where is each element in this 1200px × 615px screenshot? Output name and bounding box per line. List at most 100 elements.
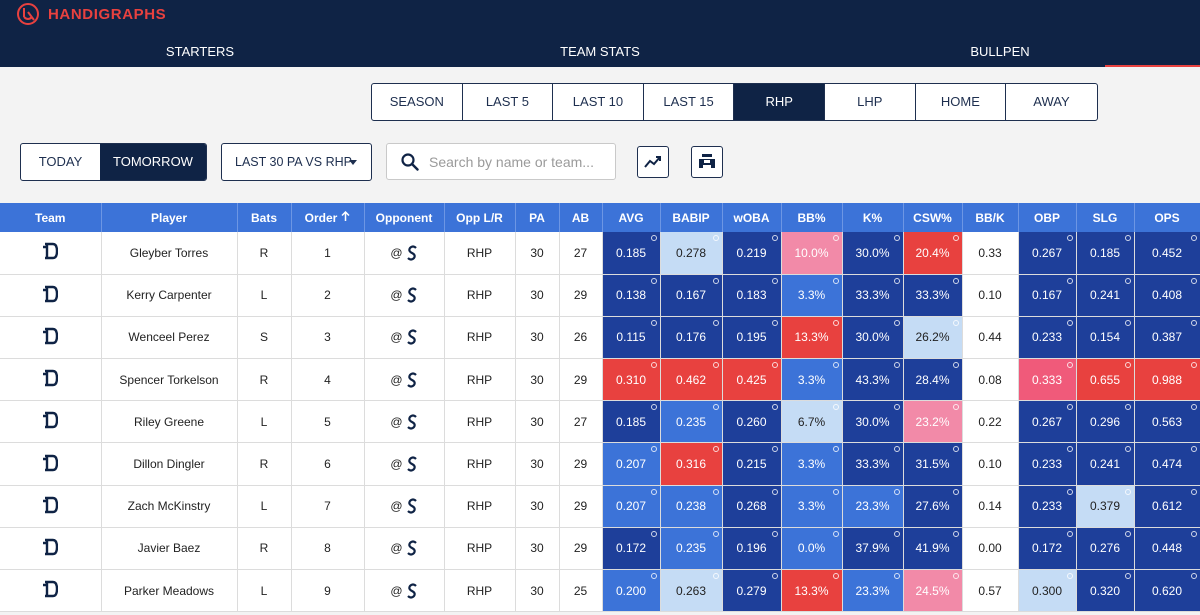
- bb-cell: 3.3%: [781, 274, 843, 317]
- table-row[interactable]: Gleyber Torres R 1 @ RHP 30 27 0.185 0.278 0.219 1…: [0, 232, 1200, 275]
- player-name[interactable]: Riley Greene: [101, 400, 238, 444]
- player-name[interactable]: Zach McKinstry: [101, 485, 238, 528]
- trend-chart-button[interactable]: [637, 146, 669, 178]
- player-name[interactable]: Parker Meadows: [101, 569, 238, 613]
- header-obp[interactable]: OBP: [1018, 203, 1077, 232]
- k-cell: 37.9%: [842, 527, 904, 571]
- brand-name: HANDIGRAPHS: [48, 5, 167, 23]
- split-last-15[interactable]: LAST 15: [644, 84, 735, 120]
- header-order[interactable]: Order: [291, 203, 365, 232]
- player-name[interactable]: Wenceel Perez: [101, 316, 238, 360]
- order-cell: 9: [291, 569, 365, 613]
- batter-stats-table: Team Player Bats Order Opponent Opp L/R …: [0, 203, 1200, 613]
- table-row[interactable]: Wenceel Perez S 3 @ RHP 30 26 0.115 0.176 0.195 13…: [0, 316, 1200, 360]
- header-csw-pct[interactable]: CSW%: [903, 203, 963, 232]
- split-last-10[interactable]: LAST 10: [553, 84, 644, 120]
- header-ab[interactable]: AB: [559, 203, 603, 232]
- split-home[interactable]: HOME: [916, 84, 1007, 120]
- split-last-5[interactable]: LAST 5: [463, 84, 554, 120]
- bbk-cell: 0.57: [962, 569, 1019, 613]
- header-bb-pct[interactable]: BB%: [781, 203, 843, 232]
- k-cell: 30.0%: [842, 232, 904, 275]
- opp-lr-cell: RHP: [444, 485, 516, 528]
- header-k-pct[interactable]: K%: [842, 203, 904, 232]
- away-marker: @: [390, 583, 403, 598]
- split-season[interactable]: SEASON: [372, 84, 463, 120]
- header-bats[interactable]: Bats: [237, 203, 292, 232]
- player-name[interactable]: Dillon Dingler: [101, 442, 238, 486]
- header-babip[interactable]: BABIP: [660, 203, 723, 232]
- header-pa[interactable]: PA: [515, 203, 560, 232]
- header-opponent[interactable]: Opponent: [364, 203, 445, 232]
- avg-cell: 0.207: [602, 442, 661, 486]
- away-marker: @: [390, 288, 403, 303]
- table-row[interactable]: Kerry Carpenter L 2 @ RHP 30 29 0.138 0.167 0.183…: [0, 274, 1200, 317]
- tigers-logo-icon: [43, 412, 59, 429]
- pa-cell: 30: [515, 485, 560, 528]
- stadium-button[interactable]: [691, 146, 723, 178]
- sample-filter-dropdown[interactable]: LAST 30 PA VS RHP: [221, 143, 372, 181]
- table-row[interactable]: Riley Greene L 5 @ RHP 30 27 0.185 0.235 0.260 6.7…: [0, 400, 1200, 444]
- tigers-logo-icon: [43, 285, 59, 302]
- header-ops[interactable]: OPS: [1134, 203, 1200, 232]
- bats-cell: L: [237, 485, 292, 528]
- order-cell: 7: [291, 485, 365, 528]
- header-avg[interactable]: AVG: [602, 203, 661, 232]
- ops-cell: 0.452: [1134, 232, 1200, 275]
- header-bb-k[interactable]: BB/K: [962, 203, 1019, 232]
- table-row[interactable]: Dillon Dingler R 6 @ RHP 30 29 0.207 0.316 0.215 3…: [0, 442, 1200, 486]
- nav-bullpen[interactable]: BULLPEN: [970, 44, 1030, 59]
- pa-cell: 30: [515, 232, 560, 275]
- sort-ascending-icon: [341, 210, 350, 221]
- nav-team-stats[interactable]: TEAM STATS: [560, 44, 640, 59]
- split-away[interactable]: AWAY: [1033, 94, 1070, 109]
- order-cell: 5: [291, 400, 365, 444]
- nav-starters[interactable]: STARTERS: [165, 44, 235, 59]
- today-button[interactable]: TODAY: [38, 154, 83, 169]
- table-row[interactable]: Parker Meadows L 9 @ RHP 30 25 0.200 0.263 0.279 1…: [0, 569, 1200, 613]
- bbk-cell: 0.00: [962, 527, 1019, 571]
- babip-cell: 0.238: [660, 485, 723, 528]
- brand-logo[interactable]: HANDIGRAPHS: [16, 2, 166, 26]
- woba-cell: 0.196: [722, 527, 782, 571]
- split-rhp[interactable]: RHP: [734, 84, 825, 120]
- opponent-cell: @: [364, 316, 445, 360]
- header-team[interactable]: Team: [0, 203, 102, 232]
- ab-cell: 27: [559, 400, 603, 444]
- csw-cell: 26.2%: [903, 316, 963, 360]
- header-slg[interactable]: SLG: [1076, 203, 1135, 232]
- obp-cell: 0.172: [1018, 527, 1077, 571]
- woba-cell: 0.219: [722, 232, 782, 275]
- mariners-logo-icon: [406, 414, 417, 430]
- obp-cell: 0.233: [1018, 485, 1077, 528]
- player-name[interactable]: Javier Baez: [101, 527, 238, 571]
- header-woba[interactable]: wOBA: [722, 203, 782, 232]
- player-name[interactable]: Gleyber Torres: [101, 232, 238, 275]
- table-row[interactable]: Javier Baez R 8 @ RHP 30 29 0.172 0.235 0.196 0.0%…: [0, 527, 1200, 571]
- mariners-logo-icon: [406, 583, 417, 599]
- ops-cell: 0.474: [1134, 442, 1200, 486]
- tigers-logo-icon: [43, 243, 59, 260]
- table-row[interactable]: Zach McKinstry L 7 @ RHP 30 29 0.207 0.238 0.268 3…: [0, 485, 1200, 528]
- team-cell: [0, 316, 102, 360]
- tomorrow-button[interactable]: TOMORROW: [100, 144, 206, 180]
- away-marker: @: [390, 499, 403, 514]
- caret-down-icon: [349, 160, 357, 165]
- babip-cell: 0.235: [660, 400, 723, 444]
- split-lhp[interactable]: LHP: [825, 84, 916, 120]
- table-row[interactable]: Spencer Torkelson R 4 @ RHP 30 29 0.310 0.462 0.4…: [0, 358, 1200, 402]
- away-marker: @: [390, 414, 403, 429]
- player-name[interactable]: Spencer Torkelson: [101, 358, 238, 402]
- search-input[interactable]: [429, 151, 609, 173]
- team-cell: [0, 358, 102, 402]
- ops-cell: 0.612: [1134, 485, 1200, 528]
- player-name[interactable]: Kerry Carpenter: [101, 274, 238, 317]
- babip-cell: 0.278: [660, 232, 723, 275]
- mariners-logo-icon: [406, 498, 417, 514]
- header-player[interactable]: Player: [101, 203, 238, 232]
- header-opp-lr[interactable]: Opp L/R: [444, 203, 516, 232]
- ops-cell: 0.988: [1134, 358, 1200, 402]
- obp-cell: 0.300: [1018, 569, 1077, 613]
- k-cell: 33.3%: [842, 274, 904, 317]
- bb-cell: 10.0%: [781, 232, 843, 275]
